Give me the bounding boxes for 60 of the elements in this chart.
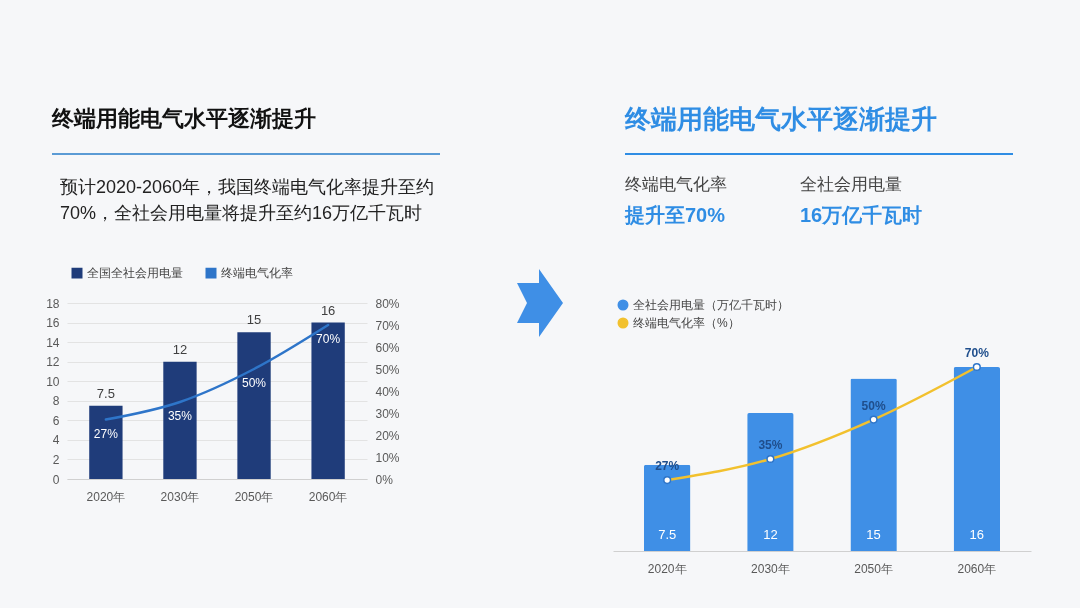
x-tick-label: 2020年	[647, 561, 687, 576]
y-tick-label: 0	[52, 472, 60, 487]
data-label: 35%	[167, 409, 193, 423]
x-tick-label: 2030年	[751, 561, 790, 576]
bar	[237, 332, 271, 479]
data-label: 50%	[861, 398, 886, 413]
bar	[311, 322, 345, 479]
y2-tick-label: 10%	[375, 450, 400, 465]
y2-tick-label: 20%	[375, 428, 400, 443]
x-tick-label: 2030年	[160, 489, 200, 504]
y-tick-label: 4	[52, 433, 60, 448]
x-tick-label: 2060年	[308, 489, 348, 504]
x-tick-label: 2060年	[957, 561, 997, 576]
text: 提升至70%	[625, 203, 727, 228]
y2-tick-label: 0%	[375, 472, 394, 487]
data-label: 7.5	[96, 385, 115, 401]
legend-label: 终端电气化率	[221, 266, 293, 281]
y-tick-label: 18	[46, 296, 60, 311]
data-label: 12	[763, 527, 778, 542]
chart-subtitle: 预计2020-2060年，我国终端电气化率提升至约70%，全社会用电量将提升至约16万亿千瓦时	[60, 176, 436, 225]
y-tick-label: 12	[46, 355, 60, 370]
data-label: 16	[320, 302, 336, 318]
data-label: 15	[246, 312, 262, 328]
data-label: 70%	[316, 332, 341, 346]
x-tick-label: 2020年	[86, 489, 126, 504]
data-label: 16	[969, 527, 985, 542]
text: 全社会用电量	[800, 174, 903, 196]
legend-label: 全社会用电量（万亿千瓦时）	[633, 298, 789, 312]
y2-tick-label: 60%	[375, 340, 400, 355]
data-label: 27%	[93, 426, 119, 441]
bar	[953, 367, 1001, 551]
data-label: 70%	[964, 346, 990, 360]
data-label: 7.5	[658, 527, 677, 542]
bar	[850, 378, 897, 551]
x-tick-label: 2050年	[854, 561, 893, 576]
chart-title: 终端用能电气水平逐渐提升	[625, 103, 937, 136]
y-tick-label: 10	[46, 374, 60, 389]
data-label: 12	[172, 341, 188, 357]
bar	[747, 413, 794, 551]
y-tick-label: 14	[46, 335, 60, 350]
data-label: 35%	[758, 438, 783, 452]
legend-label: 终端电气化率（%）	[633, 316, 740, 330]
legend-label: 全国全社会用电量	[87, 266, 183, 281]
text: 16万亿千瓦时	[800, 203, 924, 228]
y-tick-label: 8	[52, 394, 60, 409]
bar	[89, 405, 123, 479]
text: 终端电气化率	[625, 174, 728, 196]
bar	[163, 361, 197, 479]
y-tick-label: 16	[46, 316, 60, 331]
y2-tick-label: 30%	[375, 406, 400, 421]
x-tick-label: 2050年	[234, 489, 274, 504]
y-tick-label: 6	[52, 413, 60, 428]
chart-title: 终端用能电气水平逐渐提升	[52, 105, 316, 133]
data-label: 50%	[242, 376, 267, 390]
data-label: 15	[866, 527, 881, 542]
y2-tick-label: 80%	[375, 296, 400, 311]
y2-tick-label: 70%	[375, 318, 400, 333]
y2-tick-label: 40%	[375, 384, 400, 399]
y-tick-label: 2	[52, 452, 60, 467]
y2-tick-label: 50%	[375, 362, 400, 377]
